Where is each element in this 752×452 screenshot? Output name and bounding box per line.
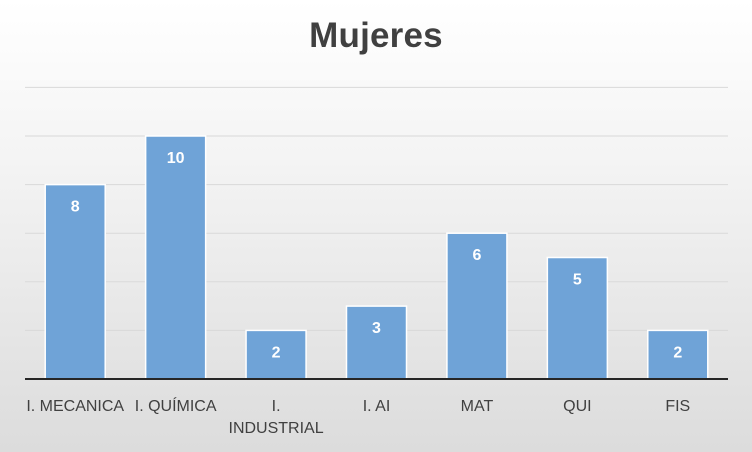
bar: [44, 183, 106, 380]
bar-value-label: 10: [167, 150, 185, 167]
bar-value-label: 6: [472, 247, 481, 264]
x-tick-label: FIS: [665, 398, 690, 415]
x-tick-label: I. AI: [363, 398, 391, 415]
bar-value-label: 8: [71, 199, 80, 216]
bar: [144, 135, 207, 380]
x-tick-label: QUI: [563, 398, 591, 415]
bar-value-label: 3: [372, 320, 381, 337]
x-tick-label: I. INDUSTRIAL: [229, 398, 324, 437]
x-tick-label: MAT: [461, 398, 494, 415]
chart-title: Mujeres: [309, 16, 443, 55]
bar-value-label: 2: [673, 344, 682, 361]
bar-value-label: 2: [272, 344, 281, 361]
bar: [345, 305, 408, 380]
x-tick-label: I. QUÍMICA: [135, 396, 217, 415]
bar-value-label: 5: [573, 272, 582, 289]
x-tick-label: I. MECANICA: [26, 398, 124, 415]
